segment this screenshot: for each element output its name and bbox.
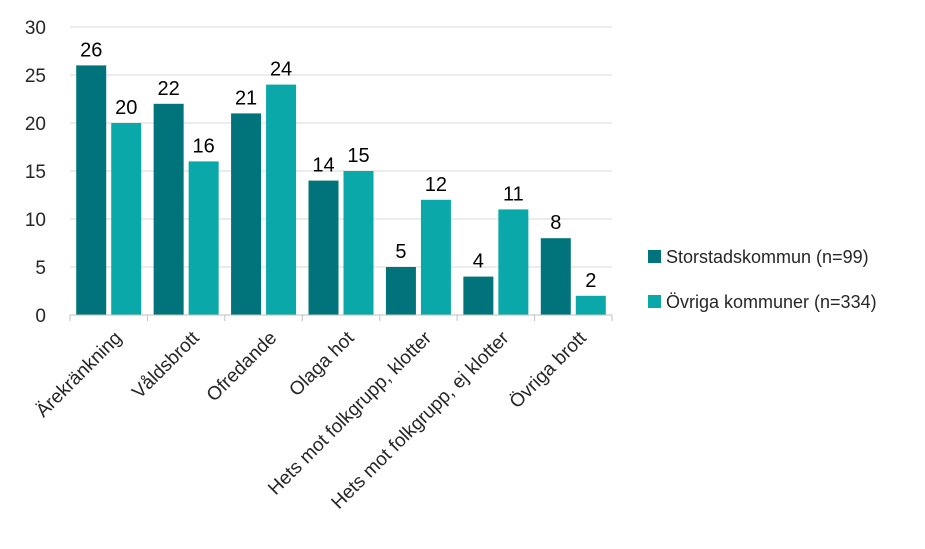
bar-storstad: [76, 65, 107, 316]
x-tick-label: Hets mot folkgrupp, klotter: [264, 327, 436, 499]
data-label: 8: [550, 212, 561, 234]
legend-item: Storstadskommun (n=99): [648, 247, 869, 267]
gridlines: [70, 26, 612, 268]
data-label: 14: [312, 155, 334, 177]
y-tick-label: 5: [35, 258, 46, 279]
data-label: 20: [115, 97, 137, 119]
legend-label: Övriga kommuner (n=334): [666, 292, 877, 312]
x-tick-label: Våldsbrott: [128, 327, 204, 403]
bar-storstad: [385, 267, 416, 315]
data-label: 21: [235, 87, 257, 109]
bars: [76, 65, 606, 316]
bar-storstad: [540, 238, 571, 315]
y-tick-label: 10: [25, 210, 46, 231]
y-tick-label: 30: [25, 18, 46, 39]
bar-ovriga: [111, 123, 142, 315]
x-tick-label: Övriga brott: [506, 327, 592, 413]
legend-swatch: [648, 295, 661, 308]
y-tick-label: 15: [25, 162, 46, 183]
x-tick-label: Ofredande: [203, 328, 281, 406]
y-tick-label: 25: [25, 66, 46, 87]
legend-label: Storstadskommun (n=99): [666, 247, 869, 267]
data-label: 4: [473, 251, 484, 273]
bar-ovriga: [420, 199, 451, 315]
bar-storstad: [308, 180, 339, 315]
bar-ovriga: [343, 171, 374, 315]
data-label: 16: [193, 135, 215, 157]
legend-item: Övriga kommuner (n=334): [648, 292, 877, 312]
bar-storstad: [153, 103, 184, 315]
y-axis: 0 5 10 15 20 25 30: [25, 18, 46, 327]
data-label: 2: [585, 270, 596, 292]
data-label: 15: [347, 145, 369, 167]
bar-ovriga: [498, 209, 529, 315]
bar-ovriga: [575, 295, 606, 315]
data-label: 26: [80, 39, 102, 61]
bar-ovriga: [266, 84, 297, 315]
x-tick-label: Ärekränkning: [32, 328, 126, 422]
bar-ovriga: [188, 161, 219, 315]
bar-storstad: [463, 276, 494, 315]
bar-storstad: [231, 113, 262, 316]
data-label: 5: [395, 241, 406, 263]
x-tick-label: Olaga hot: [285, 327, 359, 401]
legend-swatch: [648, 250, 661, 263]
legend: Storstadskommun (n=99) Övriga kommuner (n…: [648, 247, 877, 312]
y-tick-label: 20: [25, 114, 46, 135]
data-labels: 26 20 22 16 21 24 14 15 5 12 4 11 8 2: [80, 39, 596, 291]
data-label: 22: [158, 78, 180, 100]
data-label: 24: [270, 59, 292, 81]
y-tick-label: 0: [35, 306, 46, 327]
data-label: 12: [425, 174, 447, 196]
x-axis: Ärekränkning Våldsbrott Ofredande Olaga hot…: [32, 314, 613, 514]
data-label: 11: [503, 183, 524, 205]
